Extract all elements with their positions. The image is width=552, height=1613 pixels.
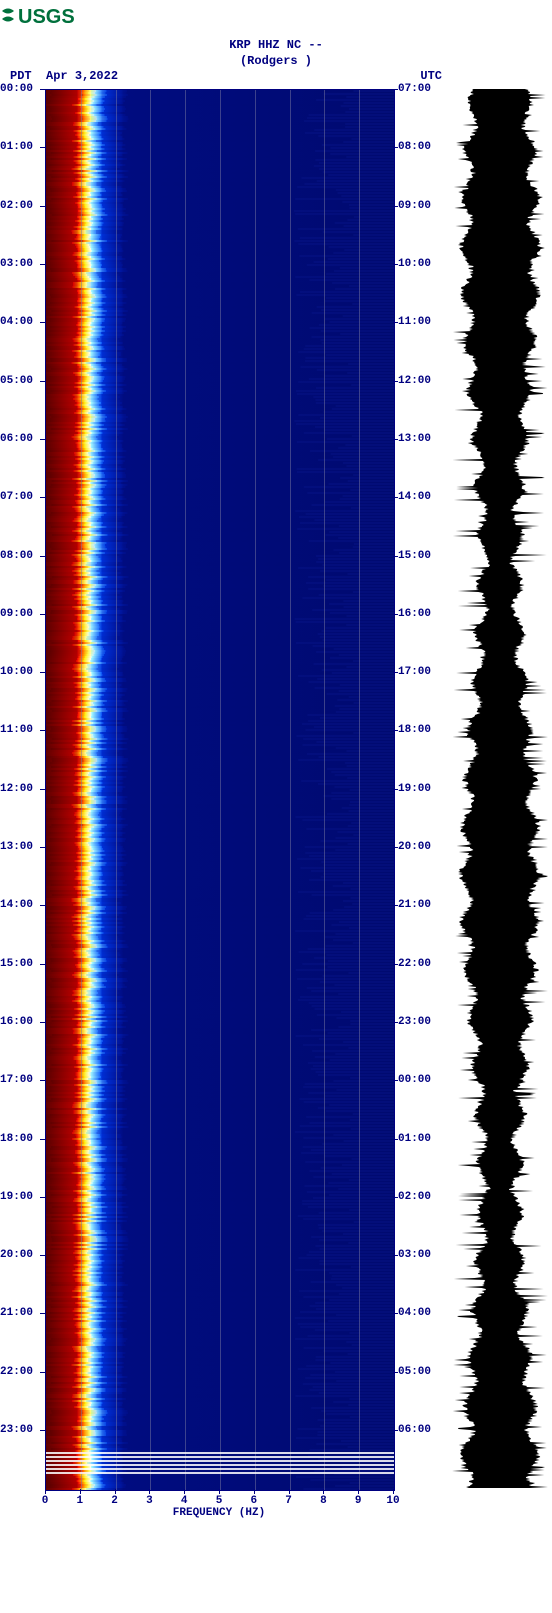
left-time-label: 11:00 [0,724,33,736]
data-gap-region [46,1452,394,1476]
right-time-label: 16:00 [398,608,431,620]
left-time-label: 18:00 [0,1133,33,1145]
right-time-label: 09:00 [398,200,431,212]
left-time-label: 13:00 [0,841,33,853]
right-time-label: 22:00 [398,958,431,970]
frequency-tick: 9 [355,1495,362,1507]
left-time-label: 05:00 [0,375,33,387]
right-time-label: 18:00 [398,724,431,736]
left-time-label: 07:00 [0,491,33,503]
left-time-label: 06:00 [0,433,33,445]
right-time-label: 19:00 [398,783,431,795]
right-time-label: 07:00 [398,83,431,95]
right-time-label: 12:00 [398,375,431,387]
right-time-label: 21:00 [398,899,431,911]
left-time-label: 03:00 [0,258,33,270]
right-time-label: 10:00 [398,258,431,270]
left-time-label: 20:00 [0,1249,33,1261]
right-time-label: 02:00 [398,1191,431,1203]
chart-title: KRP HHZ NC -- (Rodgers ) [0,38,552,69]
frequency-tick: 6 [250,1495,257,1507]
right-timezone: UTC [420,69,542,83]
right-time-label: 05:00 [398,1366,431,1378]
right-time-label: 03:00 [398,1249,431,1261]
left-time-label: 22:00 [0,1366,33,1378]
left-time-label: 12:00 [0,783,33,795]
right-time-label: 13:00 [398,433,431,445]
left-time-label: 09:00 [0,608,33,620]
right-time-label: 01:00 [398,1133,431,1145]
frequency-axis-label: FREQUENCY (HZ) [45,1507,393,1519]
frequency-tick: 5 [216,1495,223,1507]
header-row: PDT Apr 3,2022 UTC [0,69,552,83]
right-time-label: 04:00 [398,1307,431,1319]
right-time-label: 06:00 [398,1424,431,1436]
right-time-label: 15:00 [398,550,431,562]
left-time-label: 00:00 [0,83,33,95]
left-time-label: 01:00 [0,141,33,153]
frequency-tick: 7 [285,1495,292,1507]
frequency-tick: 3 [146,1495,153,1507]
waveform-canvas [452,89,548,1489]
left-timezone: PDT Apr 3,2022 [10,69,118,83]
right-time-label: 00:00 [398,1074,431,1086]
left-time-label: 04:00 [0,316,33,328]
frequency-tick: 4 [181,1495,188,1507]
right-time-label: 17:00 [398,666,431,678]
left-time-label: 02:00 [0,200,33,212]
main-plot-area: 00:00 01:00 02:00 03:00 04:00 05:00 06:00 07:00… [0,89,552,1519]
usgs-logo: USGS [0,0,552,30]
usgs-logo-text: USGS [18,6,75,28]
right-time-label: 11:00 [398,316,431,328]
right-time-label: 20:00 [398,841,431,853]
left-time-label: 23:00 [0,1424,33,1436]
frequency-tick: 1 [76,1495,83,1507]
frequency-tick: 2 [111,1495,118,1507]
right-time-label: 23:00 [398,1016,431,1028]
right-time-label: 08:00 [398,141,431,153]
left-time-label: 17:00 [0,1074,33,1086]
left-time-label: 10:00 [0,666,33,678]
left-time-label: 19:00 [0,1191,33,1203]
left-time-label: 15:00 [0,958,33,970]
left-time-label: 21:00 [0,1307,33,1319]
title-line-1: KRP HHZ NC -- [0,38,552,54]
frequency-tick: 0 [42,1495,49,1507]
right-time-label: 14:00 [398,491,431,503]
title-line-2: (Rodgers ) [0,54,552,70]
spectrogram-plot [45,89,395,1491]
left-time-label: 16:00 [0,1016,33,1028]
left-time-label: 08:00 [0,550,33,562]
left-time-label: 14:00 [0,899,33,911]
frequency-tick: 8 [320,1495,327,1507]
frequency-tick: 10 [386,1495,399,1507]
waveform-plot [452,89,548,1489]
